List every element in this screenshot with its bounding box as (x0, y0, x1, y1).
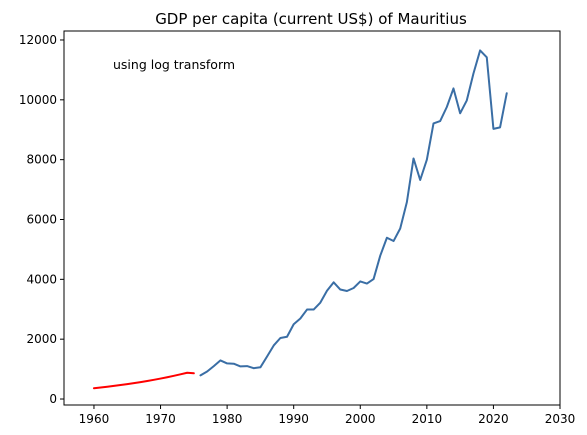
y-tick-label: 10000 (19, 93, 57, 107)
plot-frame (63, 30, 561, 406)
log-transform-annotation: using log transform (113, 57, 235, 72)
x-tick-label: 2020 (478, 412, 509, 426)
y-tick-label: 0 (49, 392, 57, 406)
y-tick-label: 4000 (26, 272, 57, 286)
x-tick-label: 1980 (212, 412, 243, 426)
y-axis: 0 2000 4000 6000 8000 10000 12000 (19, 33, 64, 406)
x-tick-label: 2030 (545, 412, 576, 426)
series-layer (92, 49, 508, 390)
x-axis: 1960 1970 1980 1990 2000 2010 2020 2030 (79, 405, 576, 426)
x-tick-label: 1970 (145, 412, 176, 426)
chart-title: GDP per capita (current US$) of Mauritiu… (155, 10, 467, 28)
x-tick-label: 1960 (79, 412, 110, 426)
y-tick-label: 12000 (19, 33, 57, 47)
x-tick-label: 1990 (278, 412, 309, 426)
observed-series-line (199, 49, 508, 377)
y-tick-label: 2000 (26, 332, 57, 346)
x-tick-label: 2010 (412, 412, 443, 426)
y-tick-label: 8000 (26, 153, 57, 167)
x-tick-label: 2000 (345, 412, 376, 426)
estimated-series-line (92, 371, 195, 390)
y-tick-label: 6000 (26, 212, 57, 226)
